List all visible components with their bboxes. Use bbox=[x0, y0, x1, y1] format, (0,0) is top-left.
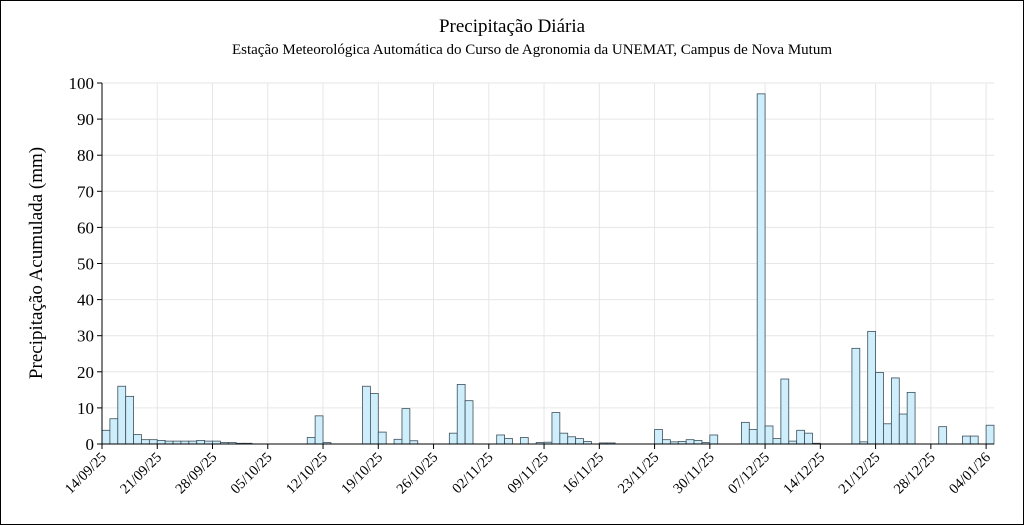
precipitation-bar bbox=[740, 421, 750, 445]
y-tick-label: 90 bbox=[77, 110, 94, 129]
x-tick-label: 02/11/25 bbox=[449, 450, 496, 497]
precipitation-bar bbox=[772, 438, 782, 445]
precipitation-bar bbox=[551, 412, 561, 445]
y-tick-label: 60 bbox=[77, 218, 94, 237]
precipitation-bar bbox=[709, 434, 719, 445]
precipitation-bar bbox=[883, 423, 892, 445]
precipitation-bar bbox=[654, 429, 663, 445]
precipitation-bar bbox=[875, 372, 884, 445]
y-tick-label: 30 bbox=[77, 327, 94, 346]
precipitation-bar bbox=[685, 439, 695, 445]
bar-layer bbox=[101, 93, 995, 445]
precipitation-bar bbox=[504, 438, 513, 445]
precipitation-bar bbox=[109, 418, 119, 445]
precipitation-bar bbox=[496, 434, 505, 445]
x-tick-label: 26/10/25 bbox=[394, 450, 442, 498]
y-tick-label: 40 bbox=[77, 291, 94, 310]
y-tick-label: 20 bbox=[77, 363, 94, 382]
chart-subtitle: Estação Meteorológica Automática do Curs… bbox=[232, 42, 832, 58]
x-tick-label: 05/10/25 bbox=[228, 450, 276, 498]
x-tick-label: 23/11/25 bbox=[615, 450, 662, 497]
chart-title: Precipitação Diária bbox=[439, 16, 586, 37]
y-tick-labels: 0 10 20 30 40 50 60 70 80 90 100 bbox=[69, 74, 95, 454]
precipitation-bar bbox=[748, 429, 758, 445]
x-tick-label: 12/10/25 bbox=[283, 450, 331, 498]
precipitation-bar bbox=[906, 391, 916, 445]
precipitation-bar bbox=[519, 437, 529, 445]
precipitation-bar bbox=[890, 377, 900, 445]
y-tick-label: 100 bbox=[69, 74, 95, 93]
precipitation-bar bbox=[962, 435, 971, 445]
y-tick-label: 80 bbox=[77, 146, 94, 165]
precipitation-bar bbox=[796, 429, 805, 445]
precipitation-bar bbox=[456, 384, 466, 445]
x-tick-label: 04/01/26 bbox=[946, 450, 994, 498]
precipitation-bar bbox=[156, 439, 166, 445]
precipitation-bar bbox=[867, 330, 876, 445]
x-tick-label: 14/12/25 bbox=[780, 450, 828, 498]
precipitation-bar bbox=[101, 429, 111, 445]
precipitation-bar bbox=[662, 439, 671, 445]
x-tick-label: 16/11/25 bbox=[560, 450, 607, 497]
x-tick-label: 09/11/25 bbox=[504, 450, 551, 497]
precipitation-bar bbox=[464, 400, 474, 445]
x-tick-label: 28/12/25 bbox=[891, 450, 939, 498]
precipitation-bar bbox=[780, 378, 790, 445]
x-tick-label: 30/11/25 bbox=[670, 450, 717, 497]
precipitation-bar bbox=[148, 439, 158, 445]
x-tick-labels: 14/09/25 21/09/25 28/09/25 05/10/25 12/10/25… bbox=[62, 450, 994, 498]
precipitation-bar bbox=[756, 93, 766, 445]
x-tick-label: 28/09/25 bbox=[173, 450, 221, 498]
y-tick-label: 50 bbox=[77, 255, 94, 274]
precipitation-bar bbox=[401, 408, 411, 445]
precipitation-bar bbox=[559, 432, 569, 445]
precipitation-bar bbox=[448, 432, 458, 445]
x-tick-label: 19/10/25 bbox=[338, 450, 386, 498]
y-axis-label: Precipitação Acumulada (mm) bbox=[26, 147, 47, 379]
precipitation-bar bbox=[377, 431, 387, 445]
precipitation-bar bbox=[804, 432, 813, 445]
x-tick-label: 21/09/25 bbox=[117, 450, 165, 498]
y-tick-label: 10 bbox=[77, 399, 94, 418]
axis-layer bbox=[97, 82, 994, 449]
x-tick-label: 07/12/25 bbox=[725, 450, 773, 498]
precipitation-bar bbox=[764, 425, 774, 445]
precipitation-bar bbox=[393, 438, 403, 445]
precipitation-bar bbox=[314, 415, 324, 445]
precipitation-bar bbox=[362, 385, 371, 445]
precipitation-bar bbox=[851, 347, 861, 445]
precipitation-bar bbox=[369, 393, 379, 445]
precipitation-bar bbox=[567, 436, 577, 445]
y-tick-label: 0 bbox=[86, 435, 95, 454]
precipitation-bar bbox=[133, 434, 142, 445]
precipitation-bar bbox=[117, 385, 127, 445]
precipitation-bar bbox=[898, 413, 908, 445]
precipitation-bar bbox=[125, 395, 134, 445]
precipitation-bar bbox=[575, 438, 584, 445]
precipitation-bar bbox=[693, 439, 703, 445]
precipitation-bar bbox=[141, 439, 150, 445]
y-tick-label: 70 bbox=[77, 182, 94, 201]
precipitation-bar bbox=[938, 426, 948, 445]
precipitation-bar bbox=[306, 437, 316, 445]
precipitation-bar bbox=[196, 439, 206, 445]
precipitation-bar bbox=[969, 435, 979, 445]
x-tick-label: 21/12/25 bbox=[836, 450, 884, 498]
precipitation-bar bbox=[985, 424, 995, 445]
x-tick-label: 14/09/25 bbox=[62, 450, 110, 498]
